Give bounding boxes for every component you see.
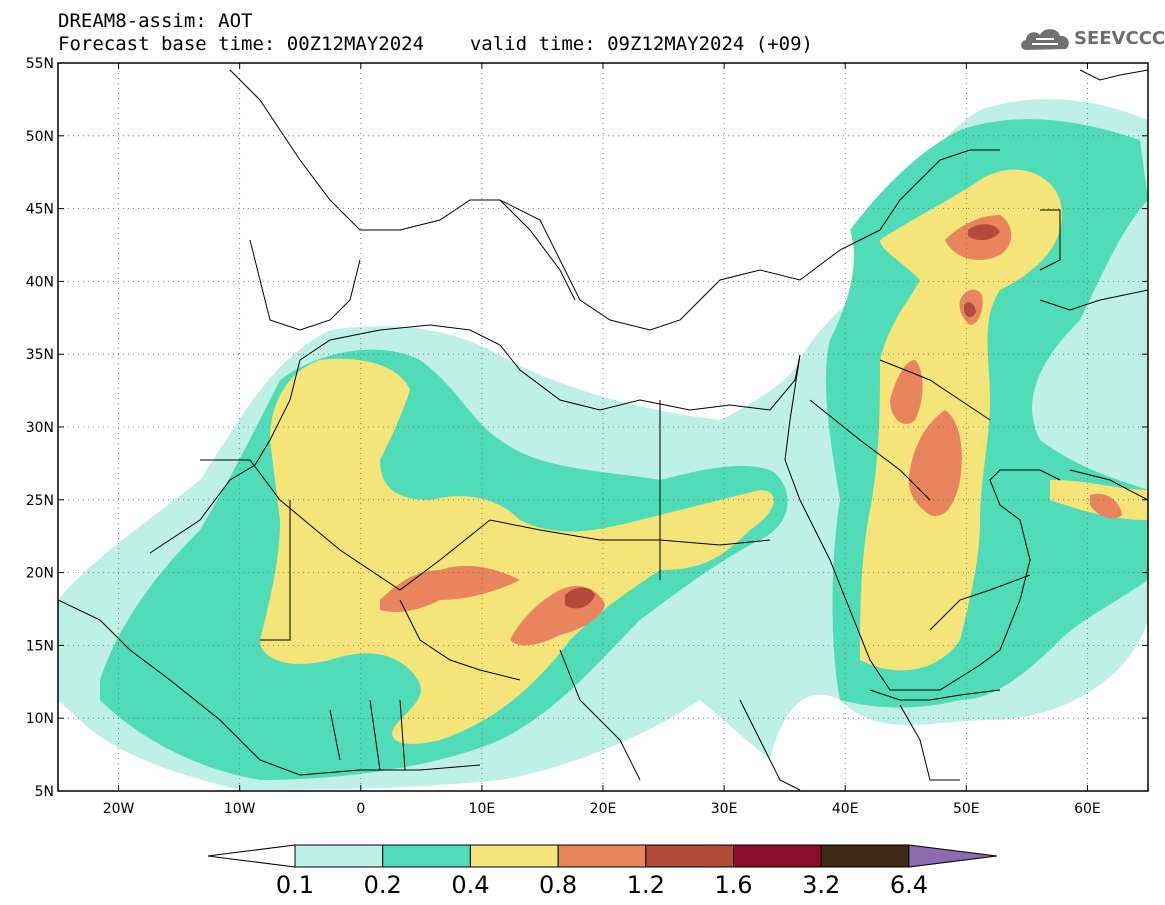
lon-label: 20E — [590, 801, 617, 817]
grid-lines — [58, 63, 1148, 791]
colorbar-segment — [557, 844, 647, 868]
lat-label: 15N — [26, 638, 54, 654]
colorbar-label: 1.2 — [627, 871, 665, 899]
lon-label: 10E — [469, 801, 496, 817]
lon-label: 40E — [832, 801, 859, 817]
lon-label: 60E — [1074, 801, 1101, 817]
colorbar-label: 0.2 — [364, 871, 402, 899]
lat-label: 5N — [35, 784, 54, 800]
colorbar-segment — [733, 844, 822, 868]
colorbar-label: 1.6 — [714, 871, 752, 899]
colorbar-segment — [820, 844, 910, 868]
coastlines-borders — [58, 69, 1148, 791]
lon-label: 0 — [356, 801, 365, 817]
longitude-labels: 20W 10W 0 10E 20E 30E 40E 50E 60E — [103, 801, 1101, 817]
lon-label: 50E — [953, 801, 980, 817]
lon-label: 20W — [103, 801, 135, 817]
lat-label: 25N — [26, 493, 54, 509]
lat-label: 20N — [26, 566, 54, 582]
colorbar-high-arrow — [908, 844, 997, 868]
logo-text: SEEVCCC — [1074, 28, 1165, 49]
colorbar-segment — [469, 844, 559, 868]
lat-label: 55N — [26, 56, 54, 72]
lon-label: 30E — [711, 801, 738, 817]
time-line: Forecast base time: 00Z12MAY2024 valid t… — [58, 33, 813, 55]
aot-field — [58, 99, 1148, 791]
lat-label: 10N — [26, 711, 54, 727]
seevccc-logo: SEEVCCC — [1018, 22, 1165, 58]
colorbar-label: 0.4 — [451, 871, 489, 899]
forecast-base-time: Forecast base time: 00Z12MAY2024 — [58, 33, 425, 55]
title: DREAM8-assim: AOT — [58, 10, 253, 32]
colorbar-label: 0.1 — [276, 871, 314, 899]
colorbar-segment — [382, 844, 471, 868]
colorbar-low-arrow — [207, 844, 296, 868]
colorbar-segment — [645, 844, 734, 868]
colorbar: 0.1 0.2 0.4 0.8 1.2 1.6 3.2 6.4 — [207, 844, 997, 899]
axis-ticks — [58, 62, 1148, 792]
lat-label: 35N — [26, 347, 54, 363]
lon-label: 10W — [224, 801, 256, 817]
valid-time: valid time: 09Z12MAY2024 (+09) — [469, 33, 813, 55]
lat-label: 50N — [26, 129, 54, 145]
colorbar-segment — [294, 844, 384, 868]
lat-label: 40N — [26, 274, 54, 290]
latitude-labels: 55N 50N 45N 40N 35N 30N 25N 20N 15N 10N 5N — [26, 56, 54, 800]
cloud-icon — [1021, 29, 1069, 50]
lat-label: 30N — [26, 420, 54, 436]
colorbar-label: 0.8 — [539, 871, 577, 899]
colorbar-label: 3.2 — [802, 871, 840, 899]
colorbar-label: 6.4 — [890, 871, 928, 899]
lat-label: 45N — [26, 202, 54, 218]
